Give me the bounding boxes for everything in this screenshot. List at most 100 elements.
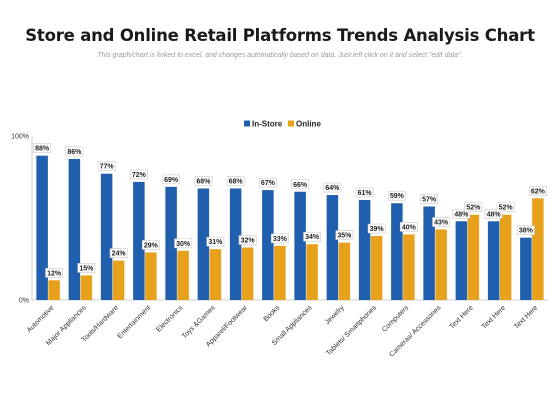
data-label: 57% (422, 197, 437, 204)
y-tick-label: 100% (11, 134, 29, 141)
data-label: 24% (112, 251, 127, 258)
bar-online (499, 214, 512, 300)
category-label: Text Here (513, 304, 539, 330)
chart-title: Store and Online Retail Platforms Trends… (25, 26, 535, 45)
data-label: 64% (325, 185, 340, 192)
data-label: 31% (208, 239, 223, 246)
data-label-box (33, 143, 52, 153)
bar-online (80, 275, 93, 300)
bar-in-store (391, 203, 403, 300)
data-label-box (464, 202, 483, 213)
data-label-box (238, 235, 257, 245)
data-label-box (162, 174, 181, 185)
data-label: 88% (35, 146, 50, 153)
data-label-box (516, 225, 535, 235)
data-labels: 88% 12% 86% 15% 77% 24% 72% 29% 69% 30% 68% 31% 68% 3… (33, 143, 547, 278)
data-label: 59% (390, 193, 405, 200)
data-label-box (174, 238, 193, 249)
data-label: 72% (132, 172, 147, 179)
legend-label-online: Online (296, 120, 321, 129)
data-label-box (194, 176, 213, 186)
data-label: 33% (273, 236, 288, 243)
bar-in-store (165, 186, 177, 300)
data-label: 34% (305, 234, 320, 241)
bar-online (177, 250, 189, 300)
bar-online (306, 244, 318, 300)
bar-in-store (100, 173, 113, 300)
data-label-box (399, 222, 418, 232)
data-label: 86% (67, 149, 82, 156)
data-label: 43% (434, 219, 449, 226)
data-label-box (97, 161, 116, 172)
data-label-box (355, 187, 374, 198)
data-label: 29% (144, 242, 159, 249)
category-label: Automotive (26, 304, 56, 334)
data-label-box (129, 169, 148, 180)
bar-online (209, 249, 222, 300)
chart-subtitle: This graph/chart is linked to excel, and… (97, 52, 463, 59)
data-label-box (291, 179, 310, 190)
bar-in-store (326, 195, 339, 300)
bar-in-store (520, 237, 532, 300)
y-tick-label: 0% (19, 298, 29, 305)
bar-online (370, 236, 383, 300)
bar-online (435, 229, 447, 300)
category-label: Toys &Games (181, 304, 217, 340)
data-label: 48% (454, 211, 469, 218)
bar-in-store (358, 199, 371, 300)
category-label: Computers (381, 304, 411, 334)
data-label-box (420, 194, 439, 204)
data-label: 15% (79, 265, 94, 272)
data-label-box (432, 217, 451, 227)
data-label: 77% (100, 164, 115, 171)
bar-online (274, 245, 286, 300)
legend-swatch-online (288, 120, 294, 127)
data-label: 32% (241, 238, 256, 245)
bar-in-store (487, 221, 500, 300)
bar-online (467, 214, 480, 300)
data-label-box (77, 263, 96, 273)
bar-in-store (68, 158, 81, 300)
bar-in-store (294, 191, 306, 300)
bar-online (145, 252, 157, 300)
bar-online (338, 242, 351, 300)
data-label-box (303, 231, 322, 242)
data-label: 48% (487, 211, 502, 218)
data-label: 52% (466, 205, 481, 212)
data-label-box (258, 177, 277, 188)
data-label: 67% (261, 180, 276, 187)
data-label-box (528, 186, 547, 196)
data-label-box (452, 208, 471, 219)
data-label-box (367, 223, 386, 234)
bar-in-store (36, 155, 48, 300)
category-label: Jewelry (324, 304, 346, 326)
data-label: 38% (519, 228, 534, 235)
category-label: Electronics (155, 304, 185, 334)
data-label-box (65, 146, 84, 157)
data-label: 30% (176, 241, 191, 248)
bar-in-store (229, 188, 242, 300)
data-label-box (496, 202, 515, 213)
data-label-box (206, 236, 225, 247)
data-label: 66% (293, 182, 308, 189)
bar-in-store (197, 188, 210, 300)
data-label: 61% (358, 190, 373, 197)
data-label-box (323, 182, 342, 193)
data-label: 12% (47, 270, 62, 277)
data-label-box (335, 230, 354, 240)
bar-in-store (455, 221, 468, 300)
bar-online (48, 280, 60, 300)
category-label: Text Here (481, 304, 507, 330)
data-label: 35% (337, 233, 352, 240)
data-label-box (141, 240, 160, 250)
legend-swatch-in-store (244, 120, 250, 127)
bar-in-store (262, 190, 274, 300)
data-label: 68% (196, 178, 211, 185)
data-label: 69% (164, 177, 179, 184)
data-label-box (109, 248, 128, 258)
bars (36, 155, 544, 300)
data-label-box (270, 233, 289, 244)
